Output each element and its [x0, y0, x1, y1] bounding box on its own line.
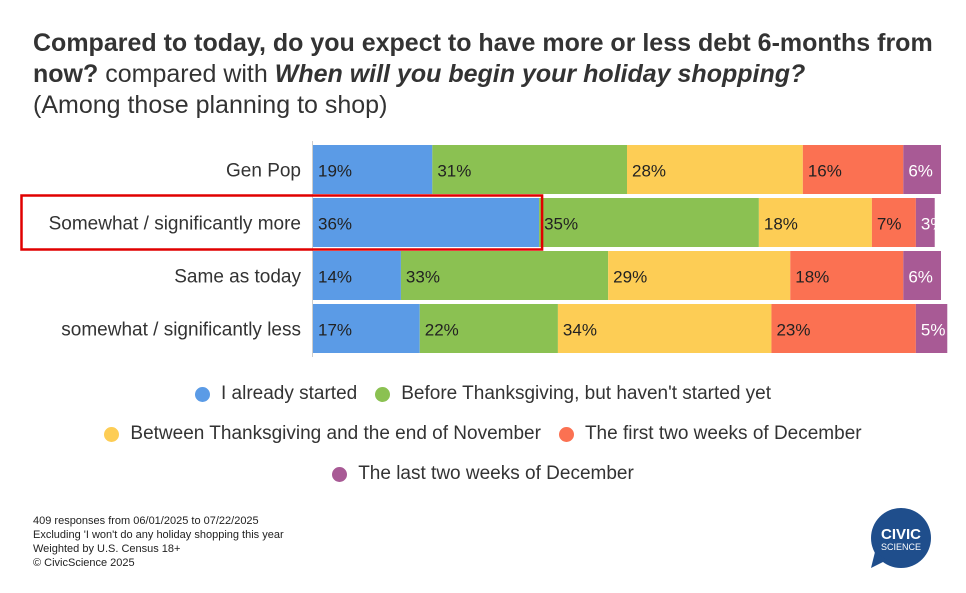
data-label-same-as-today-the-last-two-weeks-of-december: 6%: [908, 268, 933, 287]
logo-bubble-tail: [871, 552, 887, 568]
footnote-weighting: Weighted by U.S. Census 18+: [33, 543, 181, 555]
legend-marker: [375, 386, 391, 402]
highlight-box: [20, 194, 544, 251]
legend-row-3: The last two weeks of December: [0, 463, 966, 485]
bar-segment-same-as-today-between-thanksgiving-and-the-end-of-november: [608, 251, 791, 300]
legend-label: The last two weeks of December: [358, 463, 634, 484]
title-question-1: Compared to today, do you expect to have…: [33, 29, 933, 88]
logo-bubble: [871, 508, 931, 568]
bar-segment-somewhat-significantly-less-i-already-started: [313, 304, 420, 353]
legend-label: Before Thanksgiving, but haven't started…: [401, 383, 772, 404]
category-label-somewhat-significantly-more: Somewhat / significantly more: [49, 214, 301, 235]
data-label-somewhat-significantly-less-the-last-two-weeks-of-december: 5%: [921, 321, 946, 340]
bar-segment-somewhat-significantly-more-the-last-two-weeks-of-december: [915, 198, 935, 247]
logo-text-science: SCIENCE: [881, 542, 921, 552]
legend-item-already-started: I already started: [194, 383, 358, 405]
legend-label: I already started: [220, 383, 358, 404]
logo-text-civic: CIVIC: [881, 526, 921, 543]
bar-segment-somewhat-significantly-more-i-already-started: [313, 198, 540, 247]
bar-segment-gen-pop-between-thanksgiving-and-the-end-of-november: [627, 145, 803, 194]
legend-item-first-two-weeks-december: The first two weeks of December: [558, 423, 862, 445]
data-label-somewhat-significantly-more-i-already-started: 36%: [318, 215, 352, 234]
data-label-somewhat-significantly-less-i-already-started: 17%: [318, 321, 352, 340]
data-label-somewhat-significantly-less-between-thanksgiving-and-the-end-of-november: 34%: [563, 321, 597, 340]
bar-segment-somewhat-significantly-less-between-thanksgiving-and-the-end-of-november: [557, 304, 772, 353]
bar-segment-somewhat-significantly-more-the-first-two-weeks-of-december: [871, 198, 916, 247]
bar-segment-gen-pop-the-first-two-weeks-of-december: [802, 145, 904, 194]
category-label-somewhat-significantly-less: somewhat / significantly less: [61, 320, 301, 341]
bar-segment-somewhat-significantly-less-the-last-two-weeks-of-december: [915, 304, 948, 353]
legend-marker: [104, 426, 120, 442]
legend-label: The first two weeks of December: [584, 423, 862, 444]
legend-row-2: Between Thanksgiving and the end of Nove…: [0, 423, 966, 445]
legend-item-thanksgiving-to-november: Between Thanksgiving and the end of Nove…: [104, 423, 541, 445]
bar-segment-same-as-today-the-first-two-weeks-of-december: [790, 251, 904, 300]
data-label-somewhat-significantly-more-the-first-two-weeks-of-december: 7%: [877, 215, 902, 234]
legend-item-before-thanksgiving: Before Thanksgiving, but haven't started…: [375, 383, 771, 405]
category-label-gen-pop: Gen Pop: [226, 161, 301, 182]
data-label-gen-pop-between-thanksgiving-and-the-end-of-november: 28%: [632, 162, 666, 181]
bar-segment-somewhat-significantly-less-the-first-two-weeks-of-december: [771, 304, 916, 353]
footnotes: 409 responses from 06/01/2025 to 07/22/2…: [33, 514, 284, 570]
legend-label: Between Thanksgiving and the end of Nove…: [130, 423, 541, 444]
bar-segment-somewhat-significantly-less-before-thanksgiving-but-haven-t-started-yet: [419, 304, 558, 353]
legend-item-last-two-weeks-december: The last two weeks of December: [332, 463, 634, 485]
legend-marker: [332, 466, 348, 482]
bar-segment-somewhat-significantly-more-before-thanksgiving-but-haven-t-started-yet: [539, 198, 759, 247]
data-label-somewhat-significantly-more-the-last-two-weeks-of-december: 3%: [921, 215, 946, 234]
category-label-same-as-today: Same as today: [174, 267, 301, 288]
footnote-copyright: © CivicScience 2025: [33, 557, 135, 569]
data-label-same-as-today-i-already-started: 14%: [318, 268, 352, 287]
bar-segment-gen-pop-i-already-started: [313, 145, 433, 194]
bar-segment-gen-pop-the-last-two-weeks-of-december: [903, 145, 941, 194]
title-connector: compared with: [98, 60, 275, 88]
data-label-somewhat-significantly-more-between-thanksgiving-and-the-end-of-november: 18%: [764, 215, 798, 234]
footnote-responses: 409 responses from 06/01/2025 to 07/22/2…: [33, 515, 259, 527]
bar-segment-gen-pop-before-thanksgiving-but-haven-t-started-yet: [432, 145, 627, 194]
data-label-gen-pop-the-last-two-weeks-of-december: 6%: [908, 162, 933, 181]
bar-segment-same-as-today-before-thanksgiving-but-haven-t-started-yet: [400, 251, 609, 300]
civicscience-logo: CIVIC SCIENCE: [871, 508, 931, 568]
bar-segment-same-as-today-i-already-started: [313, 251, 401, 300]
title-subtitle: (Among those planning to shop): [33, 91, 388, 119]
data-label-same-as-today-between-thanksgiving-and-the-end-of-november: 29%: [613, 268, 647, 287]
data-label-gen-pop-i-already-started: 19%: [318, 162, 352, 181]
bar-segment-same-as-today-the-last-two-weeks-of-december: [903, 251, 941, 300]
chart-title: Compared to today, do you expect to have…: [33, 28, 953, 121]
data-label-gen-pop-the-first-two-weeks-of-december: 16%: [808, 162, 842, 181]
title-question-2: When will you begin your holiday shoppin…: [274, 60, 806, 88]
data-label-gen-pop-before-thanksgiving-but-haven-t-started-yet: 31%: [437, 162, 471, 181]
legend-row-1: I already started Before Thanksgiving, b…: [0, 383, 966, 405]
data-label-somewhat-significantly-more-before-thanksgiving-but-haven-t-started-yet: 35%: [544, 215, 578, 234]
data-label-same-as-today-the-first-two-weeks-of-december: 18%: [795, 268, 829, 287]
footnote-exclusion: Excluding 'I won't do any holiday shoppi…: [33, 529, 284, 541]
legend-marker: [194, 386, 210, 402]
bar-segment-somewhat-significantly-more-between-thanksgiving-and-the-end-of-november: [758, 198, 872, 247]
data-label-same-as-today-before-thanksgiving-but-haven-t-started-yet: 33%: [406, 268, 440, 287]
legend-marker: [558, 426, 574, 442]
data-label-somewhat-significantly-less-before-thanksgiving-but-haven-t-started-yet: 22%: [425, 321, 459, 340]
stacked-bar-chart: Gen Pop 19% 31% 28% 16% 6% Somewhat / signific…: [20, 141, 948, 357]
data-label-somewhat-significantly-less-the-first-two-weeks-of-december: 23%: [776, 321, 810, 340]
